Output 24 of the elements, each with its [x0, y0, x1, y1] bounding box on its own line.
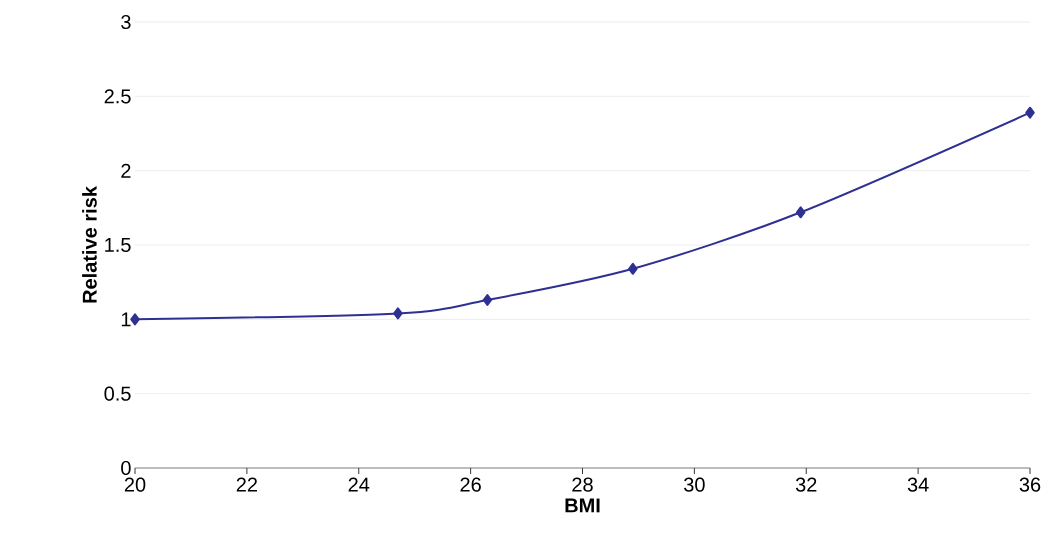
- x-tick-label: 28: [572, 477, 593, 492]
- y-tick-label: 1.5: [105, 238, 131, 252]
- x-tick-label: 32: [795, 477, 817, 492]
- x-tick-label: 26: [460, 477, 481, 492]
- x-tick-label: 20: [124, 477, 146, 492]
- y-tick-label: 2.5: [104, 89, 131, 104]
- x-tick-label: 36: [1019, 477, 1041, 492]
- x-axis-title: BMI: [565, 498, 600, 513]
- x-tick-label: 30: [684, 477, 705, 492]
- point: [130, 313, 140, 326]
- y-axis-title: Relative risk: [82, 186, 97, 303]
- y-tick-label: 1: [121, 312, 131, 327]
- x-tick-label: 24: [348, 477, 370, 492]
- point: [482, 294, 493, 307]
- point: [628, 262, 638, 275]
- point: [393, 307, 403, 320]
- x-tick-label: 22: [236, 477, 257, 492]
- point: [1025, 106, 1035, 119]
- y-tick-label: 2: [121, 163, 131, 178]
- y-tick-label: 3: [121, 14, 131, 30]
- x-tick-label: 34: [907, 477, 929, 492]
- point: [795, 206, 806, 219]
- y-tick-label: 0.5: [104, 386, 131, 401]
- y-tick-label: 0: [121, 460, 131, 476]
